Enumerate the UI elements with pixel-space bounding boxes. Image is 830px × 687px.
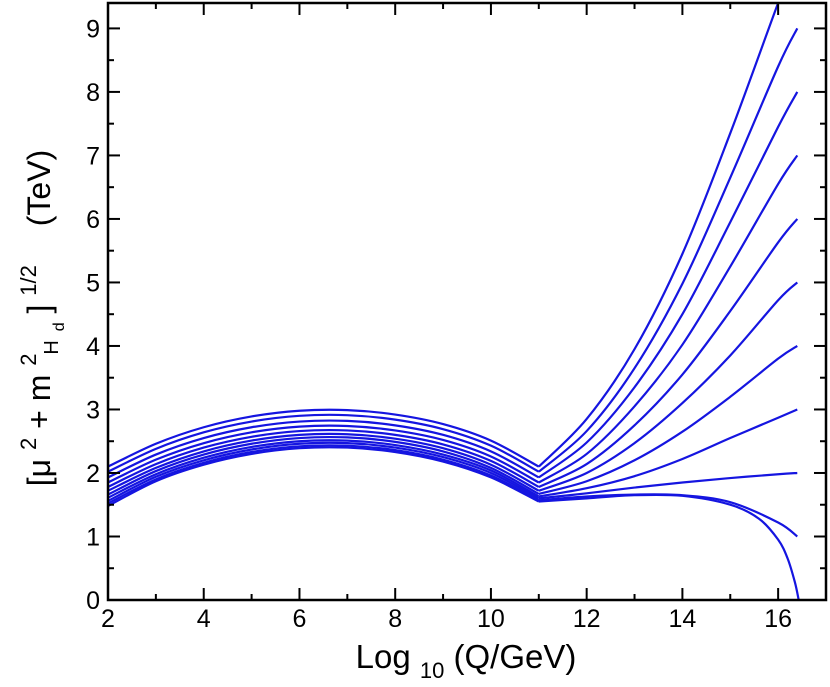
series-layer	[108, 3, 800, 600]
y-tick-label: 4	[86, 333, 100, 361]
series-line-11	[108, 3, 780, 468]
x-tick-label: 10	[477, 605, 505, 633]
x-tick-label: 2	[101, 605, 115, 633]
y-tick-label: 0	[86, 587, 100, 615]
y-title-units: (TeV)	[21, 150, 57, 226]
series-line-7	[108, 218, 799, 488]
x-tick-label: 4	[197, 605, 211, 633]
plot-frame	[106, 1, 828, 602]
series-line-9	[108, 91, 799, 479]
series-line-5	[108, 345, 798, 496]
x-tick-label: 6	[293, 605, 307, 633]
x-tick-label: 12	[573, 605, 601, 633]
series-line-3	[108, 441, 798, 502]
series-line-10	[108, 27, 799, 473]
x-axis-title-rest: (Q/GeV)	[454, 638, 577, 675]
series-line-2	[108, 444, 798, 538]
y-title-open: [μ	[21, 459, 57, 486]
x-axis-title: Log 10 (Q/GeV)	[356, 638, 577, 685]
series-line-1	[108, 446, 800, 600]
x-tick-label: 14	[668, 605, 696, 633]
y-axis-title: [μ 2 + m 2 H d ] 1/2 (TeV)	[7, 150, 71, 486]
y-tick-label: 5	[86, 269, 100, 297]
y-title-plus: + m	[21, 375, 57, 429]
series-line-4	[108, 408, 798, 499]
x-axis-title-main: Log	[356, 638, 411, 675]
y-tick-label: 6	[86, 206, 100, 234]
y-title-sub-d: d	[51, 322, 68, 331]
x-tick-label: 8	[388, 605, 402, 633]
y-axis-ticks: 0 1 2 3 4 5 6 7 8 9	[86, 15, 826, 615]
series-line-6	[108, 281, 799, 492]
svg-text:[μ 2 + m 2: [μ 2 + m 2 H d ] 1/2 (TeV)	[7, 150, 71, 486]
y-tick-label: 8	[86, 79, 100, 107]
y-title-sup-b: 2	[16, 354, 41, 366]
x-tick-label: 16	[764, 605, 792, 633]
y-tick-label: 9	[86, 15, 100, 43]
x-axis-title-subscript: 10	[420, 658, 444, 683]
y-title-sub-h: H	[41, 340, 63, 354]
y-title-power: 1/2	[16, 265, 41, 296]
x-axis-ticks: 2 4 6 8 10 12 14 16	[101, 3, 827, 633]
series-line-8	[108, 154, 799, 484]
y-title-close: ]	[21, 305, 57, 314]
y-tick-label: 1	[86, 523, 100, 551]
y-title-sup-a: 2	[16, 438, 41, 450]
y-tick-label: 7	[86, 142, 100, 170]
y-tick-label: 3	[86, 396, 100, 424]
y-tick-label: 2	[86, 460, 100, 488]
